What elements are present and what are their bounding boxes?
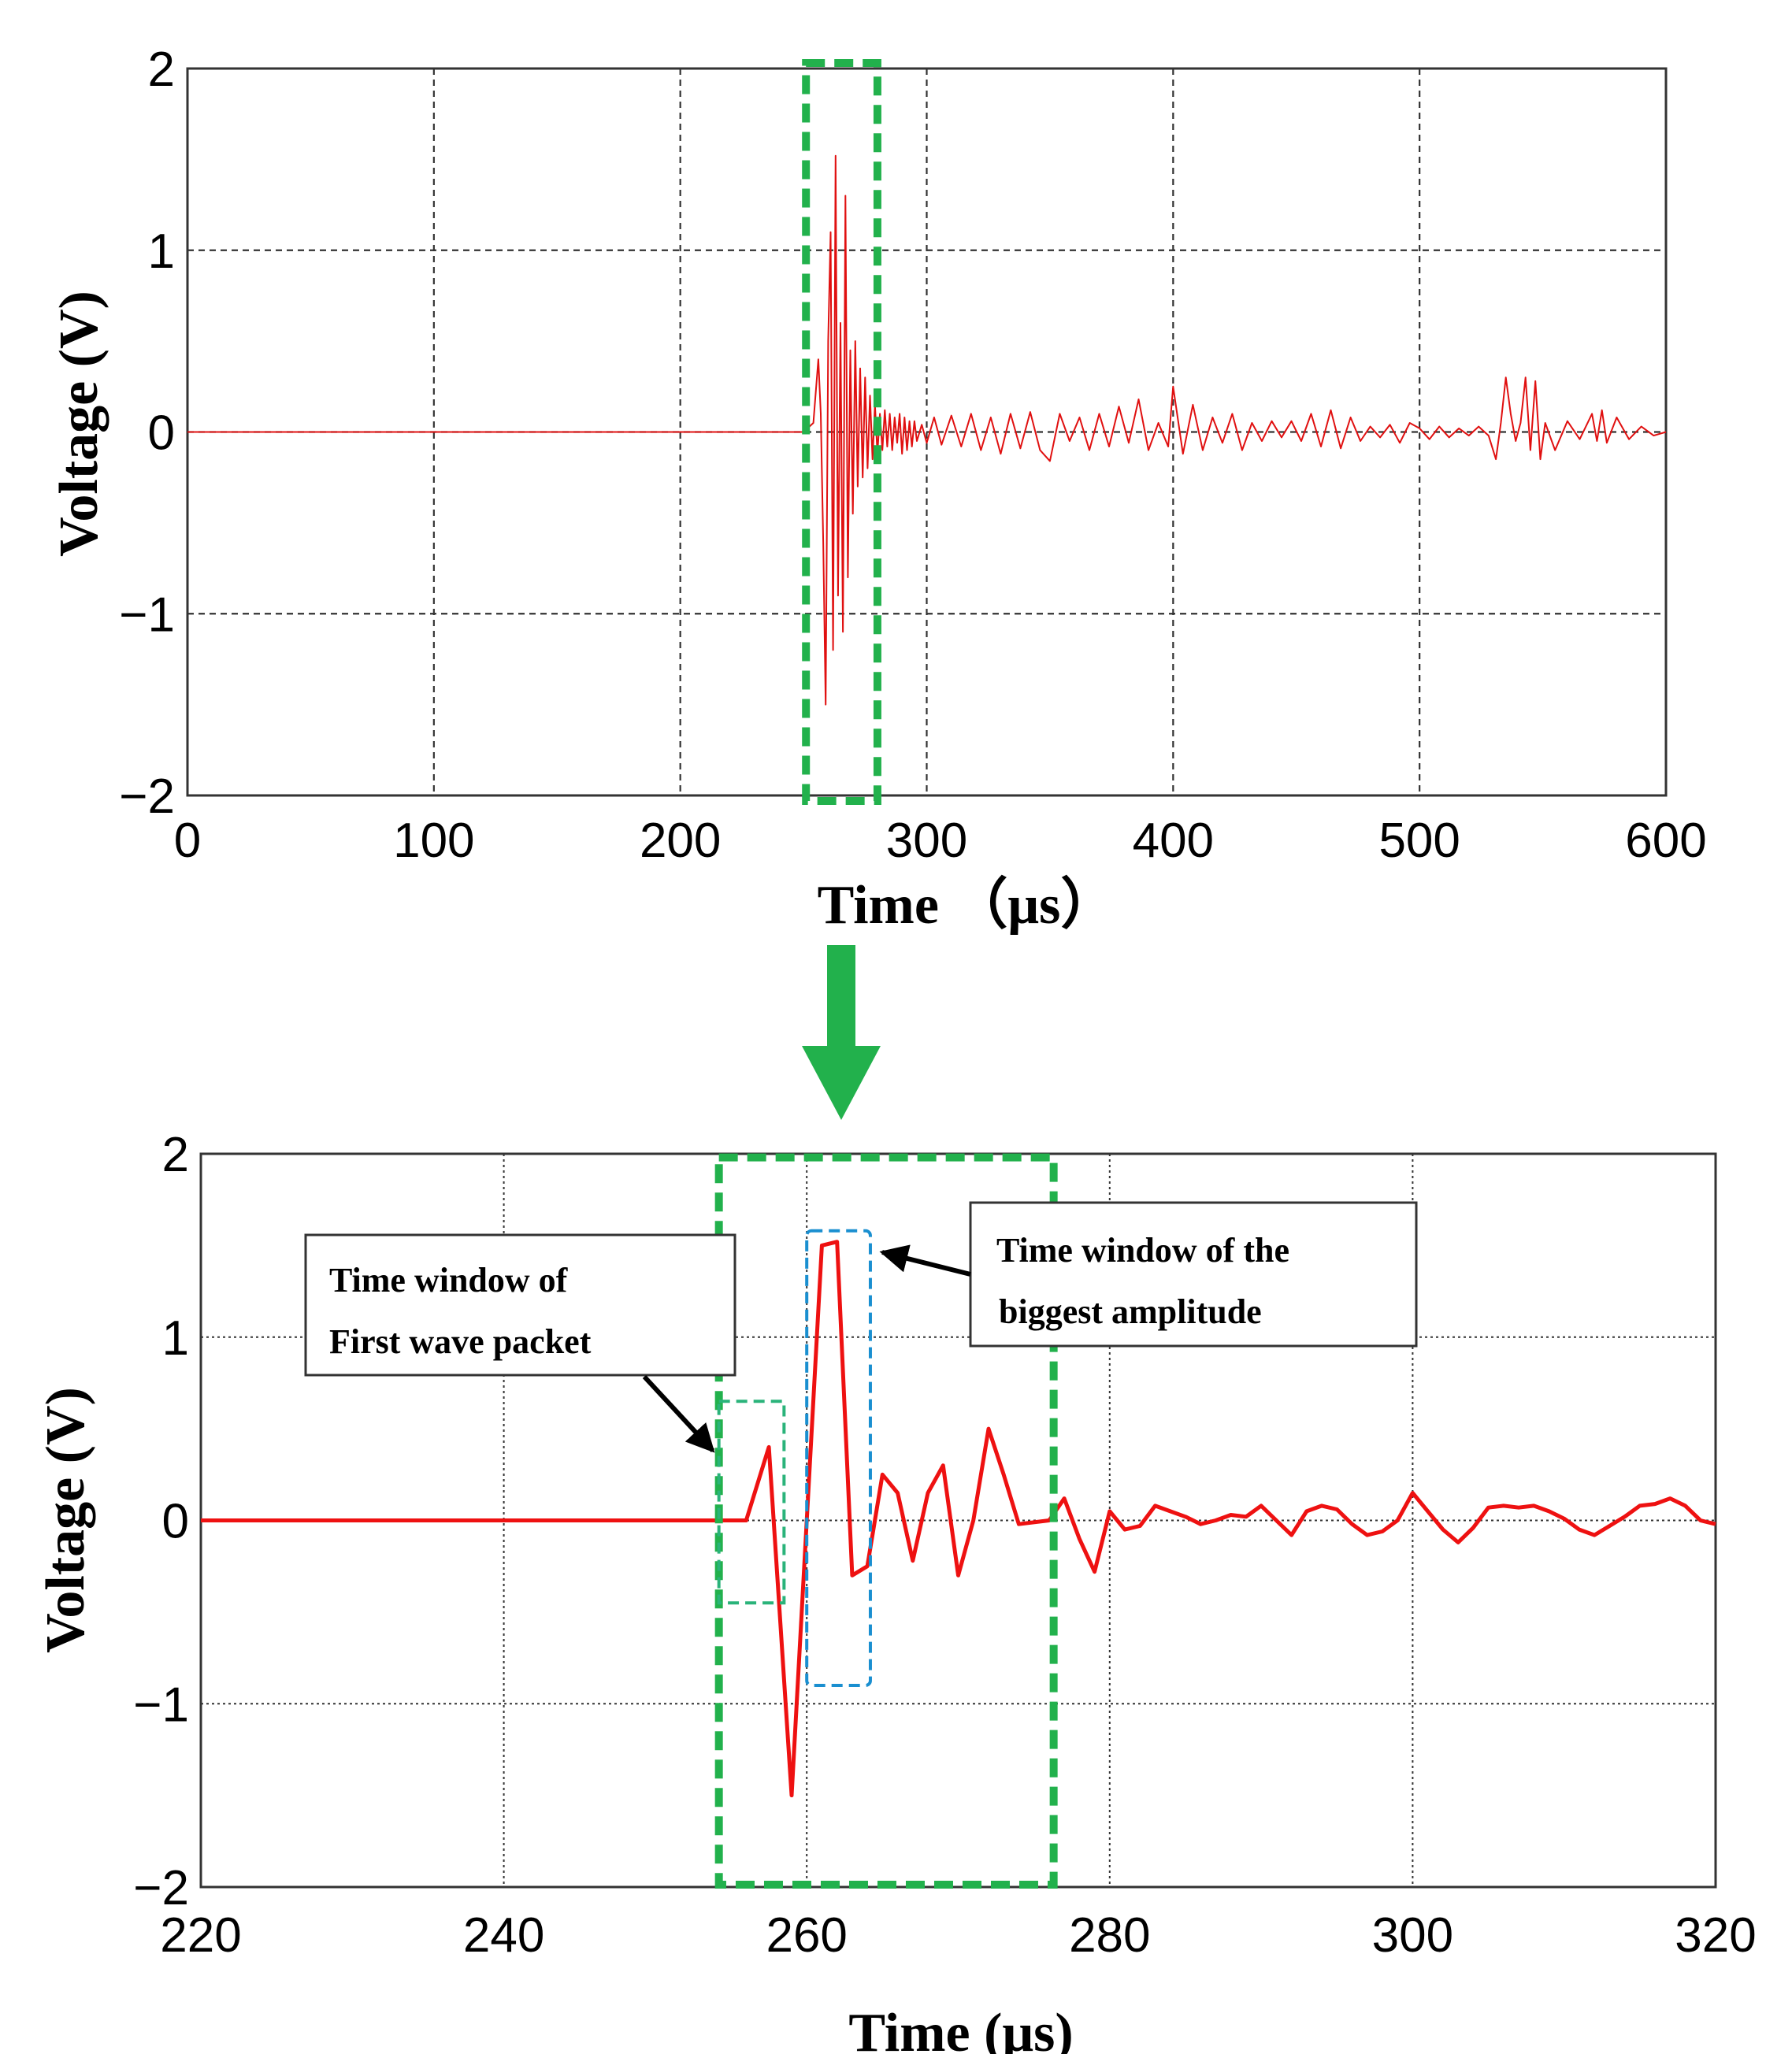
x-tick-labels: 220 240 260 280 300 320 [160,1908,1756,1963]
y-tick-labels: −2 −1 0 1 2 [119,43,175,824]
y-tick-labels: −2 −1 0 1 2 [133,1128,189,1915]
annotation-line-2: First wave packet [329,1322,592,1361]
annotation-first-wave-packet: Time window of First wave packet [304,1233,736,1453]
annotation-arrow [642,1374,715,1453]
highlight-window [802,59,881,805]
x-tick-label: 260 [766,1908,847,1963]
annotation-arrow [879,1244,971,1277]
annotation-line-1: Time window of the [996,1231,1289,1270]
y-tick-label: 2 [162,1128,189,1182]
x-tick-label: 320 [1675,1908,1756,1963]
x-tick-label: 100 [393,814,474,868]
x-tick-label: 600 [1625,814,1706,868]
zoom-down-arrow [802,945,881,1120]
annotation-line-1: Time window of [329,1261,569,1300]
zoomed-signal-chart: 220 240 260 280 300 320 −2 −1 0 1 2 Time (μs) Vol… [35,1128,1757,2054]
voltage-line [201,1240,1716,1798]
y-tick-label: −2 [133,1861,189,1915]
y-axis-label: Voltage (V) [35,1387,96,1653]
x-tick-label: 500 [1378,814,1460,868]
highlight-window [714,1153,1058,1889]
y-tick-label: −1 [133,1678,189,1732]
voltage-line [187,154,1667,706]
y-tick-label: 1 [148,224,175,279]
annotation-line-2: biggest amplitude [999,1292,1262,1331]
y-tick-label: 2 [148,43,175,97]
y-tick-label: 1 [162,1311,189,1366]
x-tick-label: 280 [1069,1908,1150,1963]
x-tick-label: 300 [1372,1908,1453,1963]
x-tick-label: 0 [174,814,201,868]
x-tick-label: 220 [160,1908,241,1963]
annotation-biggest-amplitude: Time window of the biggest amplitude [879,1201,1418,1348]
x-tick-label: 200 [640,814,721,868]
annotation-box [304,1233,736,1377]
full-signal-chart: 0 100 200 300 400 500 600 −2 −1 0 1 2 Time （μs） Vo… [49,43,1707,936]
x-tick-label: 300 [886,814,967,868]
x-tick-labels: 0 100 200 300 400 500 600 [174,814,1707,868]
x-tick-label: 240 [463,1908,544,1963]
y-tick-label: −2 [119,769,175,824]
y-tick-label: −1 [119,588,175,642]
max-amplitude-window [805,1229,872,1687]
x-tick-label: 400 [1133,814,1214,868]
y-tick-label: 0 [162,1495,189,1549]
x-axis-label: Time (μs) [848,2003,1073,2054]
x-axis-label: Time （μs） [818,874,1116,936]
first-wave-packet-window [717,1400,786,1605]
y-axis-label: Voltage (V) [49,291,109,557]
y-tick-label: 0 [148,406,175,461]
